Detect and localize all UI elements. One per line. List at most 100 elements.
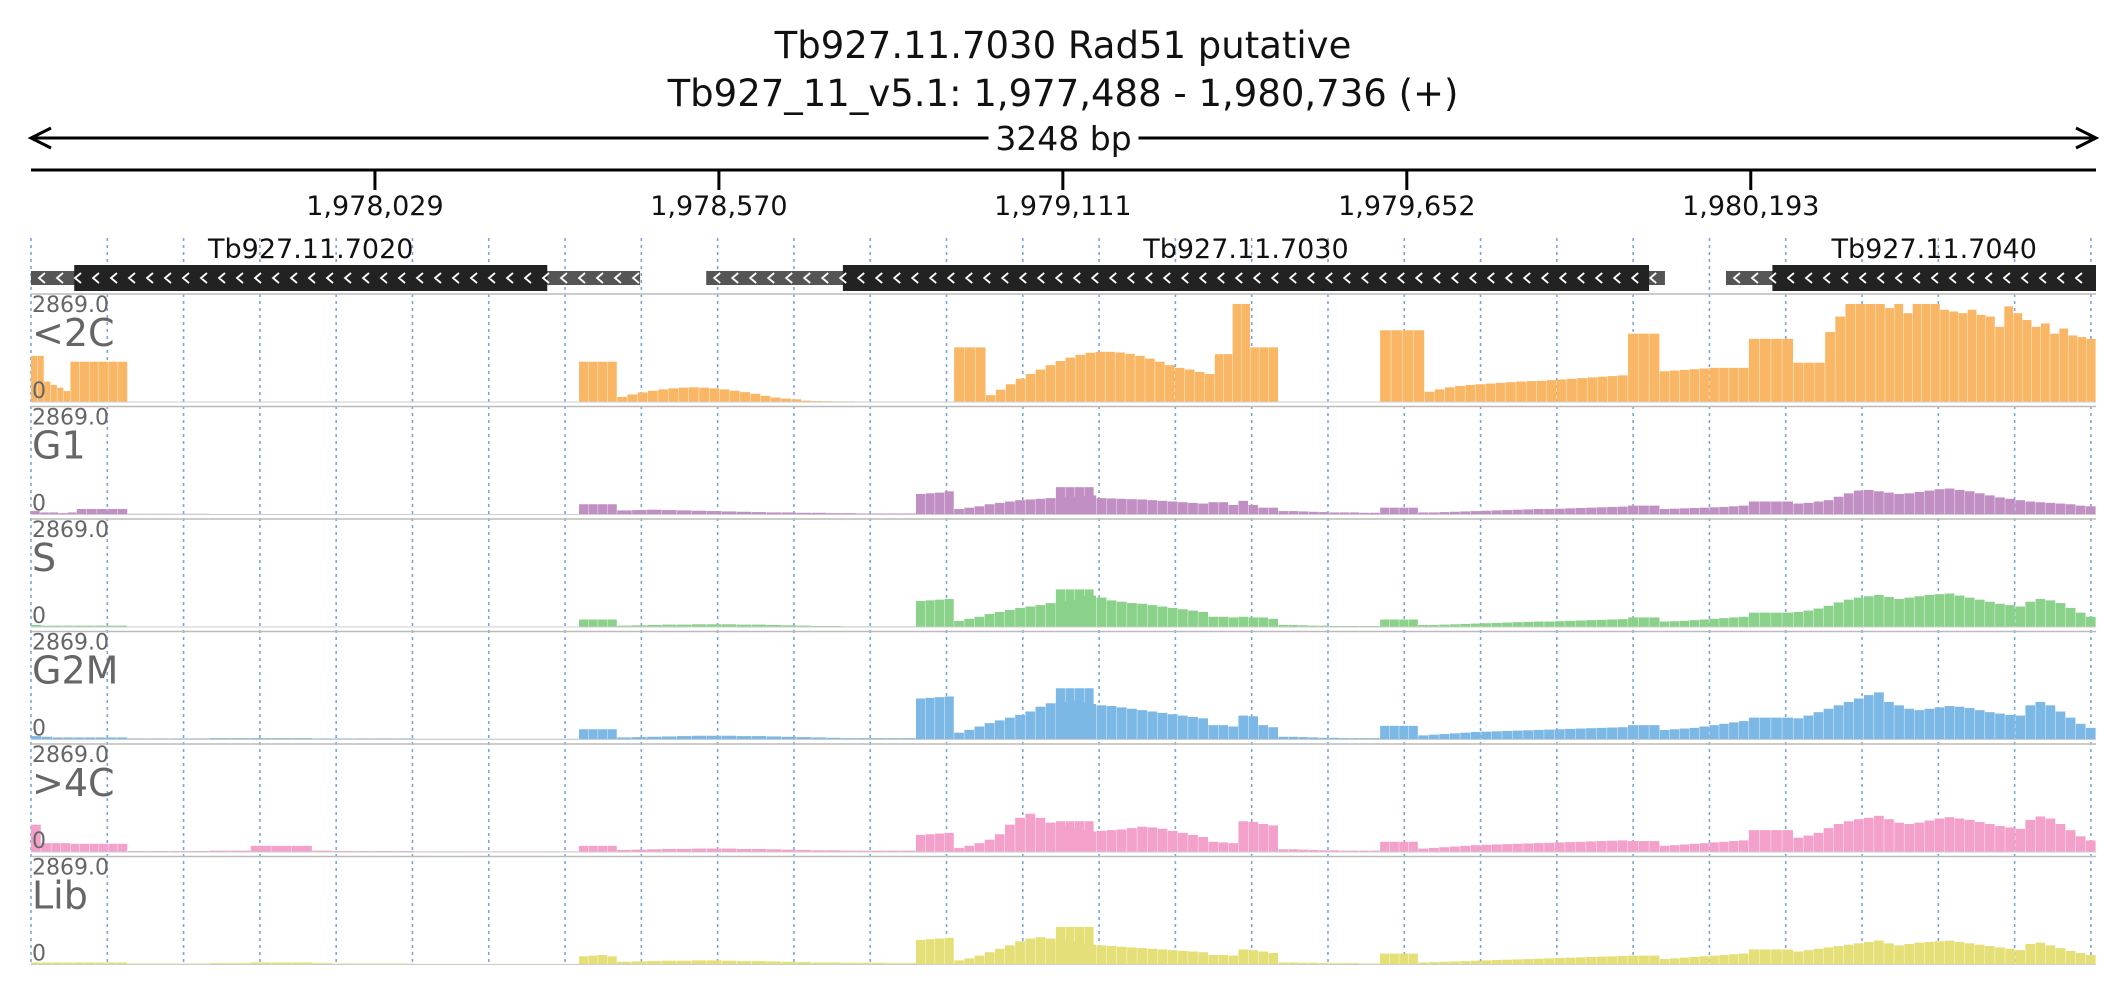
coverage-bar: [1597, 507, 1607, 514]
coverage-bar: [2046, 600, 2056, 627]
coverage-bar: [1749, 613, 1760, 627]
coverage-bar: [1739, 954, 1748, 965]
coverage-bar: [1771, 339, 1782, 402]
coverage-bar: [1137, 948, 1147, 964]
coverage-bar: [1844, 945, 1854, 965]
coverage-bar: [1555, 621, 1565, 627]
coverage-bar: [1680, 508, 1689, 514]
coverage-bar: [1445, 387, 1455, 402]
coverage-bar: [1985, 602, 1995, 627]
coverage-bar: [1178, 609, 1188, 627]
coverage-bar: [692, 511, 707, 515]
track-ymin-label: 0: [32, 942, 46, 967]
coverage-bar: [1460, 733, 1470, 740]
coverage-bar: [608, 504, 617, 514]
coverage-bar: [985, 952, 995, 964]
coverage-bar: [579, 729, 588, 739]
coverage-bar: [974, 843, 984, 852]
coverage-bar: [1269, 347, 1278, 402]
coverage-bar: [935, 834, 944, 852]
coverage-bar: [692, 736, 707, 740]
coverage-bar: [1450, 733, 1460, 739]
coverage-bar: [1586, 620, 1596, 627]
coverage-bar: [699, 388, 709, 402]
coverage-bar: [985, 504, 995, 514]
coverage-bar: [1523, 959, 1533, 964]
coverage-bar: [1135, 356, 1145, 402]
gene-name-label: Tb927.11.7040: [1830, 234, 2036, 265]
track-ymin-label: 0: [32, 604, 46, 629]
coverage-bar: [1709, 842, 1718, 852]
coverage-bar: [1884, 943, 1894, 964]
coverage-bar: [1914, 943, 1924, 965]
x-tick-label: 1,980,193: [1682, 191, 1819, 222]
gene-cds: [843, 265, 1649, 291]
coverage-bar: [1719, 507, 1728, 515]
coverage-bar: [1598, 377, 1608, 402]
coverage-bar: [1481, 845, 1491, 852]
coverage-bar: [589, 729, 598, 739]
coverage-bar: [1771, 949, 1782, 964]
coverage-bar: [1856, 304, 1866, 402]
coverage-bar: [740, 392, 750, 402]
coverage-bar: [1155, 362, 1165, 402]
coverage-bar: [1046, 498, 1056, 514]
coverage-bar: [1586, 841, 1596, 852]
coverage-bar: [926, 834, 935, 852]
coverage-bar: [2025, 705, 2035, 739]
coverage-bar: [1844, 600, 1854, 627]
coverage-bar: [974, 956, 984, 965]
coverage-bar: [1771, 830, 1782, 852]
x-tick-label: 1,978,570: [650, 191, 787, 222]
coverage-bar: [1481, 960, 1491, 964]
coverage-bar: [1834, 946, 1844, 964]
coverage-bar: [109, 362, 118, 402]
coverage-bar: [1719, 724, 1728, 740]
coverage-bar: [1429, 848, 1439, 852]
coverage-bar: [1739, 368, 1748, 402]
coverage-bar: [1576, 508, 1586, 514]
coverage-bar: [2078, 337, 2087, 402]
coverage-bar: [916, 835, 925, 852]
coverage-bar: [1471, 732, 1481, 740]
coverage-bar: [1680, 621, 1689, 627]
coverage-bar: [1158, 501, 1168, 515]
coverage-bar: [2050, 334, 2059, 402]
coverage-bar: [2005, 605, 2015, 627]
coverage-bar: [1188, 611, 1198, 627]
track-name-label: G1: [32, 424, 86, 468]
coverage-bar: [1228, 843, 1238, 852]
coverage-bar: [1409, 619, 1418, 627]
coverage-bar: [1586, 508, 1596, 515]
coverage-bar: [1268, 619, 1278, 627]
coverage-bar: [2069, 335, 2078, 402]
coverage-bar: [2015, 829, 2025, 852]
coverage-bar: [1268, 727, 1278, 739]
coverage-bar: [589, 362, 598, 402]
coverage-bar: [1955, 942, 1965, 965]
coverage-bar: [1607, 728, 1617, 740]
coverage-bar: [1995, 714, 2005, 740]
coverage-bar: [2025, 820, 2035, 852]
coverage-bar: [954, 621, 964, 627]
coverage-bar: [1117, 947, 1127, 965]
coverage-bar: [2015, 607, 2025, 627]
coverage-bar: [1965, 598, 1975, 627]
coverage-bar: [1534, 959, 1544, 965]
coverage-bar: [1471, 624, 1481, 627]
coverage-bar: [1127, 709, 1137, 740]
coverage-bar: [1760, 502, 1771, 515]
coverage-bar: [1825, 332, 1835, 402]
coverage-bar: [638, 392, 648, 402]
coverage-bar: [1749, 949, 1760, 964]
x-tick-label: 1,979,111: [994, 191, 1131, 222]
coverage-bar: [1248, 617, 1258, 627]
coverage-bar: [1628, 841, 1638, 852]
coverage-bar: [1793, 952, 1803, 965]
coverage-bar: [2056, 824, 2066, 852]
coverage-bar: [935, 600, 944, 627]
coverage-bar: [1965, 708, 1975, 739]
coverage-bar: [1168, 608, 1178, 627]
coverage-bar: [2015, 500, 2025, 514]
coverage-bar: [1534, 509, 1544, 514]
